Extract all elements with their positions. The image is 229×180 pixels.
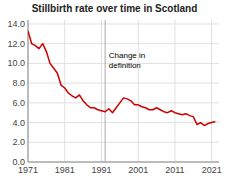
- grid: [28, 20, 219, 162]
- reference-line: [105, 20, 106, 162]
- y-tick-label: 4.0: [12, 118, 25, 128]
- x-tick-label: 2011: [165, 165, 184, 175]
- plot-area: [28, 20, 215, 162]
- annotation: Change indefinition: [109, 51, 145, 70]
- y-tick-label: 14.0: [7, 19, 25, 29]
- x-tick-label: 2001: [128, 165, 148, 175]
- x-tick-label: 2021: [202, 165, 222, 175]
- title: Stillbirth rate over time in Scotland: [32, 3, 198, 14]
- x-tick-label: 1971: [18, 165, 38, 175]
- y-tick-label: 6.0: [12, 98, 25, 108]
- x-grid-line: [28, 20, 29, 162]
- x-grid-line: [211, 20, 212, 162]
- y-grid-line: [28, 162, 219, 163]
- chart: Stillbirth rate over time in Scotland0.0…: [0, 0, 229, 180]
- y-tick-label: 8.0: [12, 78, 25, 88]
- x-tick-label: 1981: [55, 165, 75, 175]
- y-tick-label: 12.0: [7, 39, 25, 49]
- x-grid-line: [138, 20, 139, 162]
- x-axis-line: [28, 162, 219, 163]
- y-grid-line: [28, 142, 219, 143]
- y-axis-line: [28, 20, 29, 162]
- annotation-line: Change in: [109, 51, 145, 60]
- annotation-line: definition: [109, 61, 141, 70]
- y-grid-line: [28, 43, 219, 44]
- y-tick-label: 2.0: [12, 137, 25, 147]
- y-grid-line: [28, 23, 219, 24]
- y-grid-line: [28, 102, 219, 103]
- y-grid-line: [28, 83, 219, 84]
- y-tick-label: 10.0: [7, 58, 25, 68]
- x-grid-line: [101, 20, 102, 162]
- y-grid-line: [28, 122, 219, 123]
- x-tick-label: 1991: [91, 165, 111, 175]
- x-grid-line: [174, 20, 175, 162]
- x-grid-line: [64, 20, 65, 162]
- rate-line: [28, 31, 215, 126]
